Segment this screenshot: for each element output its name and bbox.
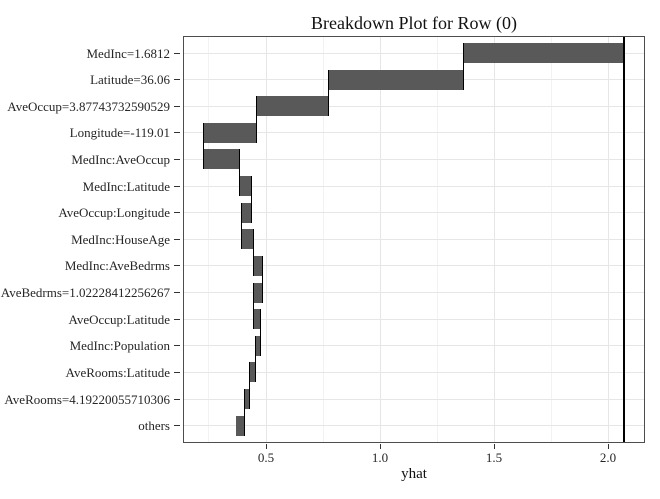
y-axis-label: AveRooms=4.19220055710306 — [4, 391, 170, 407]
gridline-row — [183, 185, 645, 187]
gridline-row — [183, 158, 645, 160]
waterfall-bar — [256, 96, 329, 117]
waterfall-bar — [239, 176, 252, 197]
gridline-row — [183, 265, 645, 267]
connector-line — [238, 149, 240, 197]
y-axis-label: AveOccup=3.87743732590529 — [7, 98, 170, 114]
y-axis-label: AveOccup:Longitude — [58, 205, 170, 221]
gridline-row — [183, 318, 645, 320]
y-tick — [174, 265, 180, 267]
y-tick — [174, 292, 180, 294]
gridline-row — [183, 212, 645, 214]
waterfall-bar — [241, 229, 253, 250]
connector-line — [261, 255, 263, 303]
y-tick — [174, 212, 180, 214]
y-tick — [174, 425, 180, 427]
connector-line — [248, 362, 250, 410]
x-tick-label: 2.0 — [599, 450, 617, 465]
waterfall-bar — [255, 335, 261, 356]
waterfall-bar — [253, 309, 261, 330]
intercept-line — [623, 36, 625, 443]
y-axis-label: Latitude=36.06 — [90, 72, 170, 88]
gridline-row — [183, 238, 645, 240]
x-tick-label: 1.5 — [485, 450, 503, 465]
y-tick — [174, 132, 180, 134]
y-axis-label: MedInc:Population — [69, 338, 170, 354]
gridline-row — [183, 425, 645, 427]
panel-border — [183, 36, 645, 443]
x-tick — [493, 444, 495, 449]
waterfall-bar — [328, 69, 463, 90]
y-axis-label: AveOccup:Latitude — [68, 311, 170, 327]
gridline-row — [183, 132, 645, 134]
gridline-row — [183, 105, 645, 107]
chart-title: Breakdown Plot for Row (0) — [311, 13, 517, 33]
connector-line — [252, 229, 254, 276]
connector-line — [203, 122, 205, 170]
waterfall-bar — [203, 122, 257, 143]
connector-line — [462, 43, 464, 90]
y-tick — [174, 345, 180, 347]
y-axis-label: MedInc:Latitude — [82, 178, 170, 194]
connector-line — [240, 202, 242, 250]
y-axis-label: AveRooms:Latitude — [65, 364, 170, 380]
connector-line — [327, 69, 329, 117]
waterfall-bar — [253, 282, 263, 303]
connector-line — [253, 282, 255, 330]
y-axis-label: MedInc=1.6812 — [86, 45, 170, 61]
connector-line — [256, 96, 258, 143]
y-tick — [174, 79, 180, 81]
waterfall-bar — [203, 149, 240, 170]
waterfall-bar — [249, 362, 256, 383]
x-tick-label: 0.5 — [257, 450, 275, 465]
y-tick — [174, 371, 180, 373]
y-axis-label: Longitude=-119.01 — [69, 125, 170, 141]
y-tick — [174, 158, 180, 160]
gridline-row — [183, 345, 645, 347]
waterfall-bar — [244, 389, 250, 410]
gridline-row — [183, 371, 645, 373]
y-axis-label: others — [138, 418, 170, 434]
y-tick — [174, 105, 180, 107]
x-tick — [265, 444, 267, 449]
waterfall-bar — [241, 202, 252, 223]
gridline-row — [183, 398, 645, 400]
gridline-row — [183, 292, 645, 294]
x-tick-label: 1.0 — [371, 450, 389, 465]
waterfall-bar — [236, 415, 245, 436]
y-axis-label: AveBedrms=1.02228412256267 — [0, 285, 170, 301]
connector-line — [243, 389, 245, 436]
connector-line — [259, 309, 261, 356]
waterfall-bar — [463, 43, 624, 63]
connector-line — [251, 176, 253, 223]
y-axis-label: MedInc:AveBedrms — [64, 258, 170, 274]
y-tick — [174, 185, 180, 187]
waterfall-bar — [253, 255, 263, 276]
y-axis-label: MedInc:AveOccup — [71, 151, 170, 167]
y-axis-label: MedInc:HouseAge — [71, 231, 170, 247]
gridline-row — [183, 52, 645, 54]
x-tick — [607, 444, 609, 449]
y-tick — [174, 238, 180, 240]
y-tick — [174, 318, 180, 320]
y-tick — [174, 398, 180, 400]
connector-line — [254, 335, 256, 383]
x-tick — [379, 444, 381, 449]
x-axis-title: yhat — [401, 466, 427, 482]
y-tick — [174, 52, 180, 54]
